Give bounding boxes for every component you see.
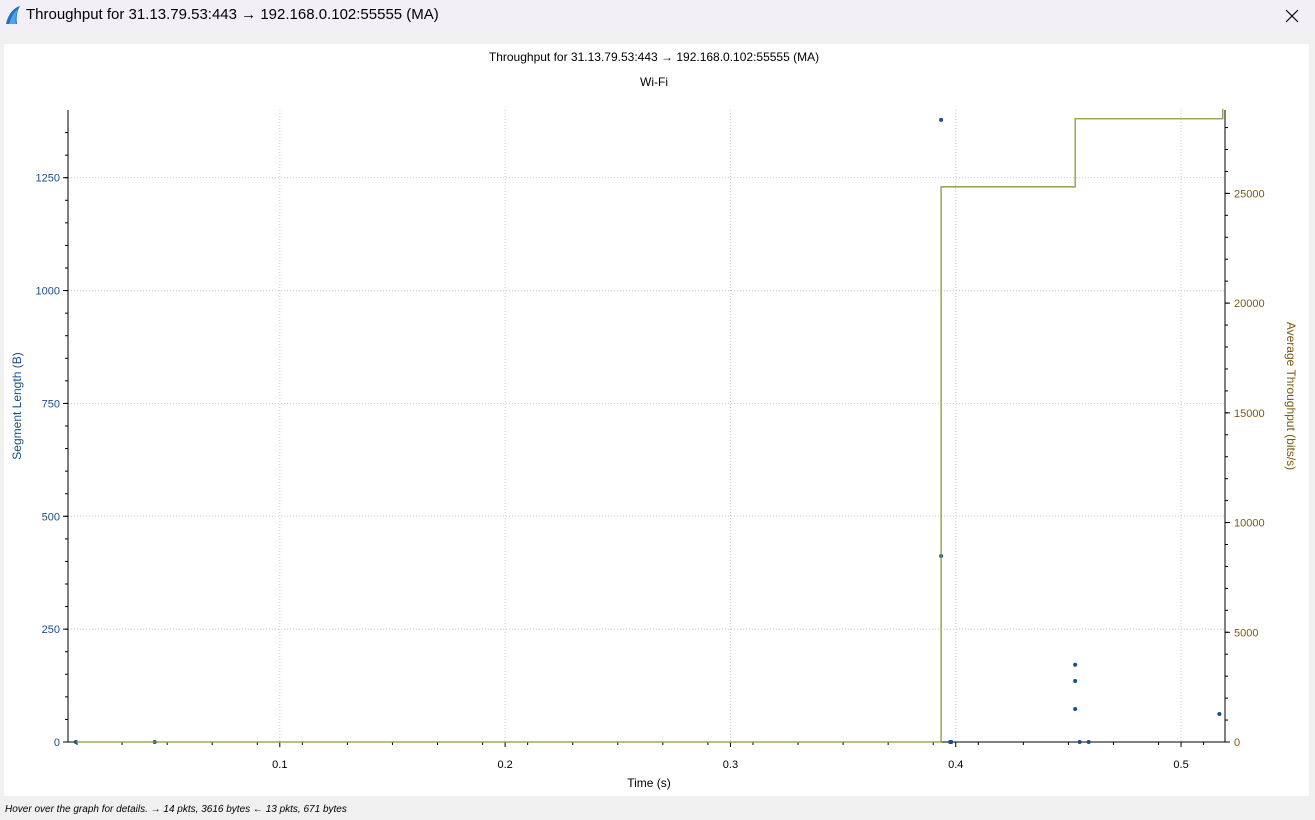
y2-tick-label: 20000 — [1234, 298, 1265, 310]
y-tick-label: 750 — [42, 398, 60, 410]
wireshark-fin-icon — [6, 6, 20, 24]
y2-tick-label: 15000 — [1234, 408, 1265, 420]
close-button[interactable] — [1269, 0, 1315, 32]
throughput-chart[interactable]: Throughput for 31.13.79.53:443 → 192.168… — [4, 44, 1309, 796]
segment-point — [1073, 679, 1078, 684]
x-tick-label: 0.5 — [1173, 759, 1188, 771]
series-layer — [73, 108, 1224, 744]
status-text: Hover over the graph for details. → 14 p… — [5, 804, 347, 815]
segment-point — [1073, 662, 1078, 667]
throughput-step-line — [75, 108, 1224, 743]
window-title: Throughput for 31.13.79.53:443 → 192.168… — [26, 6, 439, 23]
y-tick-label: 1000 — [36, 286, 60, 298]
y2-tick-label: 10000 — [1234, 518, 1265, 530]
chart-title: Throughput for 31.13.79.53:443 → 192.168… — [489, 50, 819, 64]
x-tick-label: 0.4 — [948, 759, 963, 771]
y-tick-label: 0 — [54, 737, 60, 749]
y2-axis-label: Average Throughput (bits/s) — [1284, 322, 1298, 470]
x-tick-label: 0.2 — [497, 759, 512, 771]
axes-layer: 0.1 0.2 0.3 0.4 0.5 0 250 500 750 1000 1250 0 5000 10… — [36, 110, 1265, 771]
y-axis-label: Segment Length (B) — [10, 352, 24, 459]
segment-point — [1073, 707, 1078, 712]
grid-layer — [68, 110, 1225, 742]
segment-point — [939, 117, 944, 122]
segment-point — [1086, 740, 1091, 744]
status-bar: Hover over the graph for details. → 14 p… — [0, 800, 1315, 820]
y-tick-label: 500 — [42, 511, 60, 523]
y2-tick-label: 25000 — [1234, 188, 1265, 200]
segment-point — [949, 740, 954, 744]
title-bar: Throughput for 31.13.79.53:443 → 192.168… — [0, 0, 1315, 32]
x-axis-label: Time (s) — [627, 776, 671, 790]
chart-subtitle: Wi-Fi — [640, 75, 668, 89]
y2-tick-label: 5000 — [1234, 627, 1258, 639]
y-tick-label: 1250 — [36, 173, 60, 185]
close-icon — [1285, 9, 1299, 23]
y-tick-label: 250 — [42, 624, 60, 636]
plot-area[interactable]: Throughput for 31.13.79.53:443 → 192.168… — [4, 44, 1309, 796]
x-tick-label: 0.3 — [723, 759, 738, 771]
segment-point — [1077, 740, 1082, 744]
x-tick-label: 0.1 — [272, 759, 287, 771]
segment-point — [1217, 712, 1222, 717]
y2-tick-label: 0 — [1234, 737, 1240, 749]
